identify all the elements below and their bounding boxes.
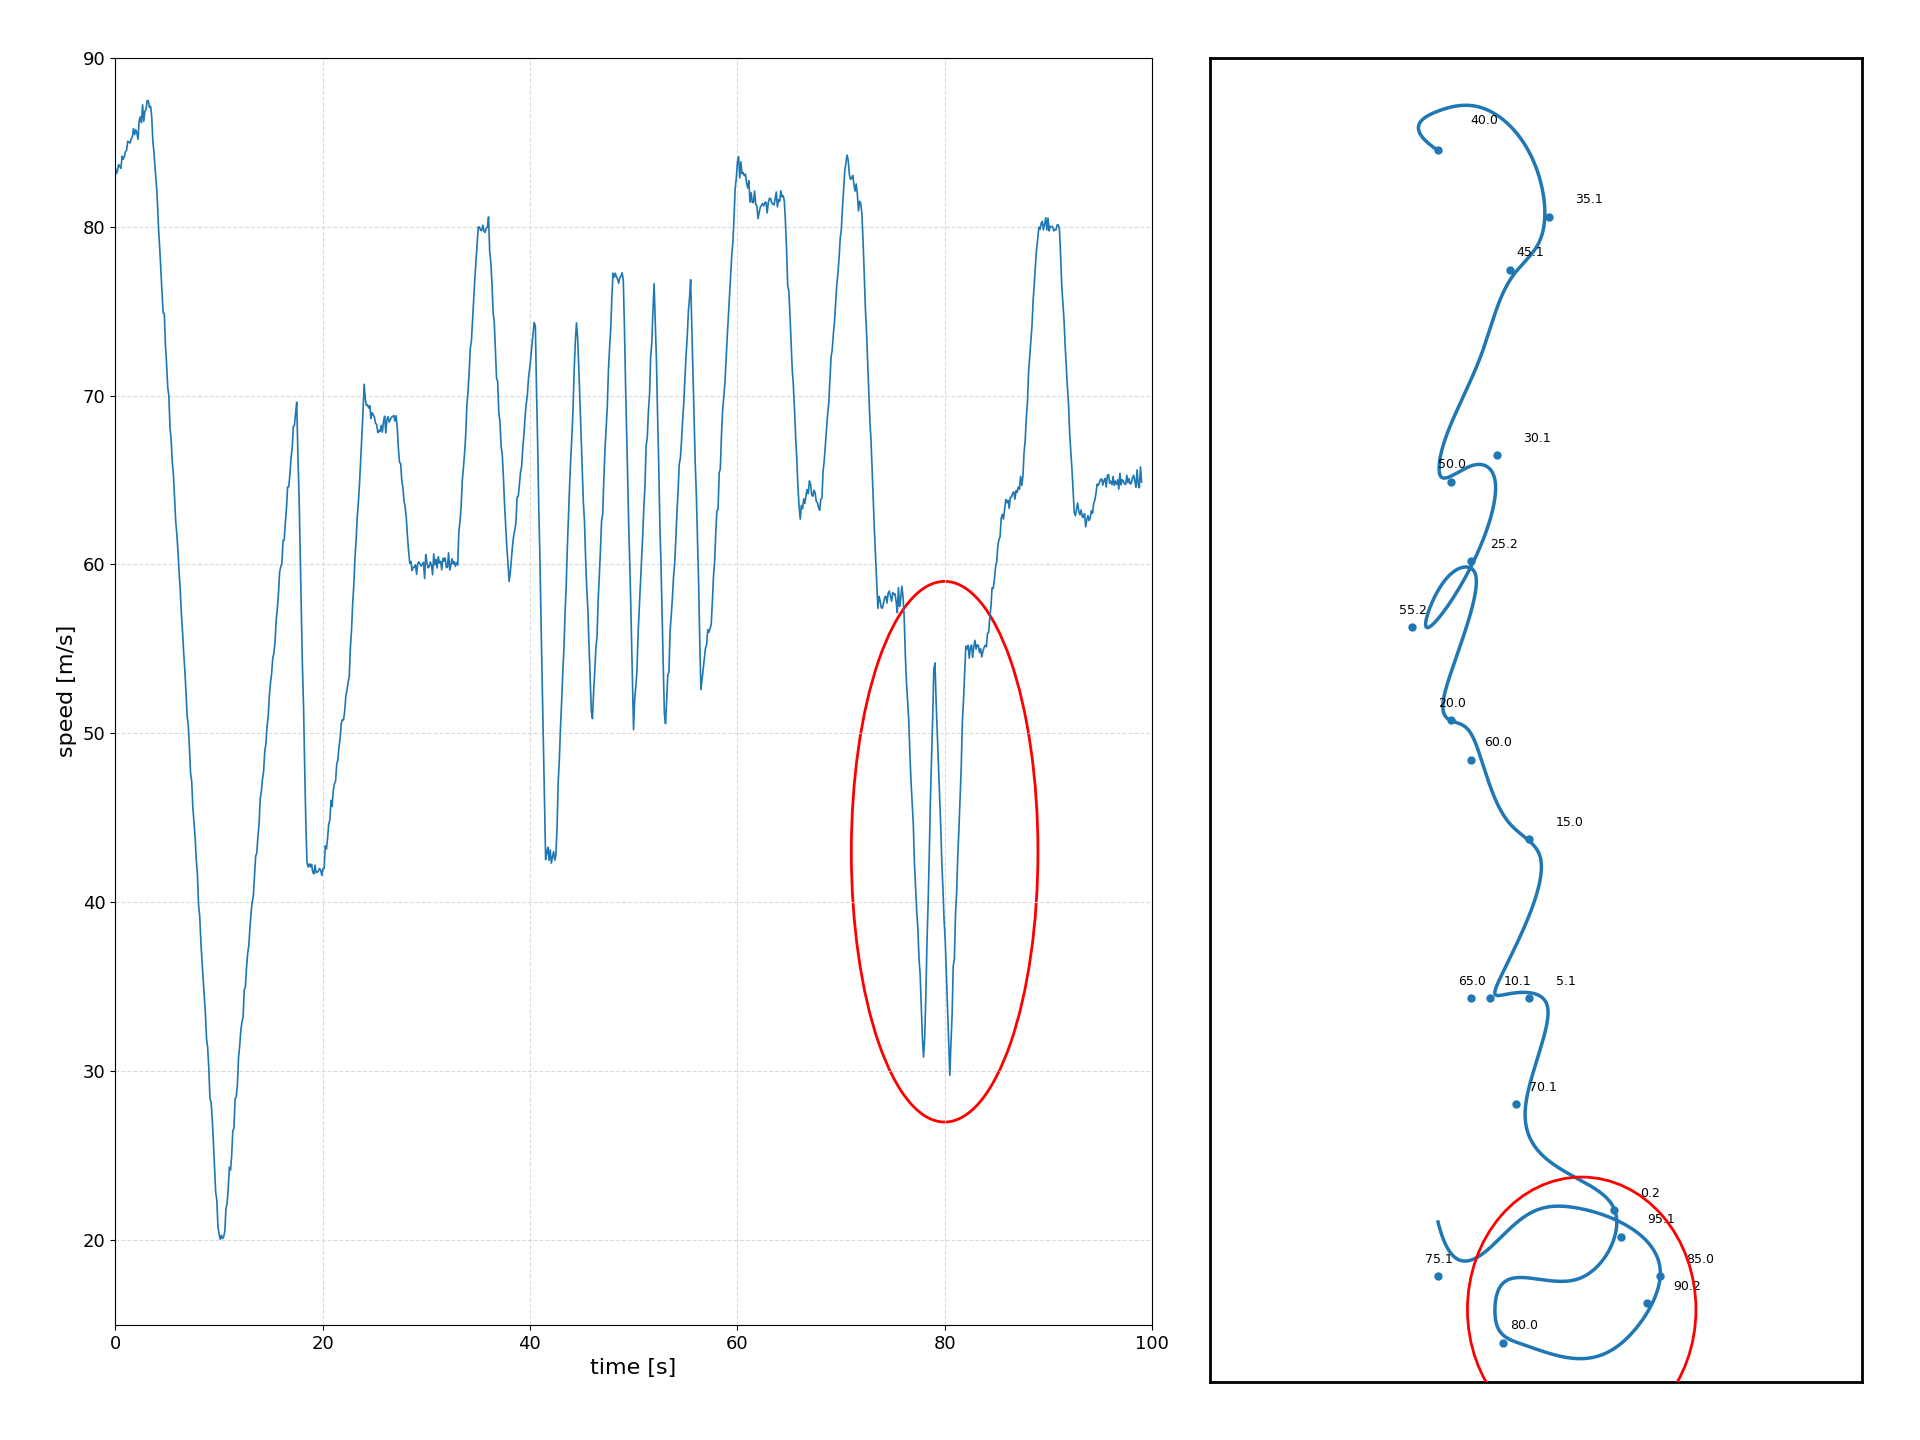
Text: 5.1: 5.1 — [1555, 975, 1576, 988]
Text: 70.1: 70.1 — [1530, 1081, 1557, 1094]
X-axis label: time [s]: time [s] — [591, 1358, 676, 1378]
Text: 15.0: 15.0 — [1555, 816, 1584, 829]
Text: 45.1: 45.1 — [1517, 246, 1544, 259]
Text: 25.2: 25.2 — [1490, 537, 1519, 550]
Text: 50.0: 50.0 — [1438, 458, 1467, 471]
Text: 65.0: 65.0 — [1457, 975, 1486, 988]
Text: 55.2: 55.2 — [1400, 603, 1427, 616]
Text: 0.2: 0.2 — [1640, 1187, 1661, 1200]
Text: 85.0: 85.0 — [1686, 1253, 1715, 1266]
Text: 35.1: 35.1 — [1574, 193, 1603, 206]
Text: 30.1: 30.1 — [1523, 432, 1551, 445]
Text: 75.1: 75.1 — [1425, 1253, 1453, 1266]
Text: 90.2: 90.2 — [1672, 1280, 1701, 1293]
Text: 60.0: 60.0 — [1484, 736, 1511, 749]
Text: 80.0: 80.0 — [1509, 1319, 1538, 1332]
Y-axis label: speed [m/s]: speed [m/s] — [58, 625, 77, 757]
Text: 10.1: 10.1 — [1503, 975, 1530, 988]
Text: 20.0: 20.0 — [1438, 697, 1467, 710]
Text: 95.1: 95.1 — [1647, 1214, 1674, 1227]
Text: 40.0: 40.0 — [1471, 114, 1500, 127]
